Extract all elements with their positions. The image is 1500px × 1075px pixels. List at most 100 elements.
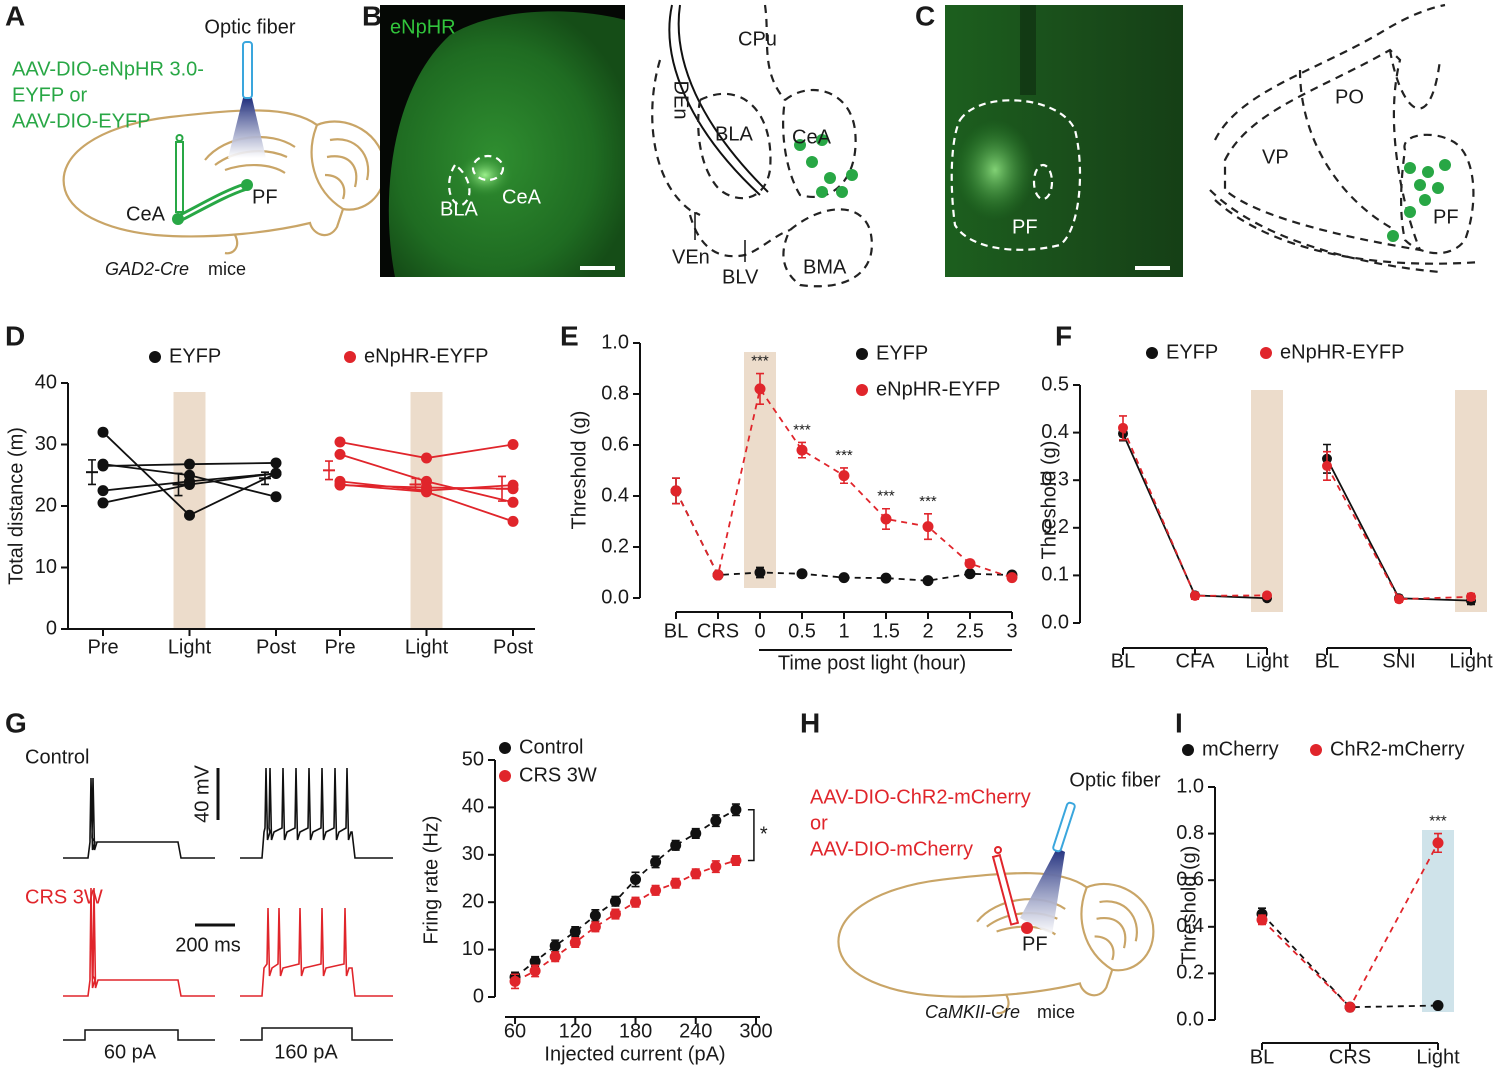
point: [589, 921, 601, 933]
brain-slice: [388, 11, 625, 277]
point: [922, 521, 934, 533]
series-line: [1261, 913, 1439, 1009]
x-tick-label: 0.5: [788, 620, 816, 642]
point: [529, 965, 541, 977]
x-tick-label: Pre: [87, 636, 118, 658]
legend-marker: [856, 348, 868, 360]
y-tick-label: 0.4: [601, 484, 629, 506]
point: [609, 895, 621, 907]
y-axis-label: Threshold (g): [1178, 846, 1200, 965]
y-tick-label: 10: [462, 938, 484, 960]
voltage-trace: [63, 777, 215, 859]
x-tick-label: BL: [1111, 650, 1135, 672]
point: [569, 936, 581, 948]
legend-marker: [499, 742, 511, 754]
y-tick-label: 0.4: [1176, 915, 1204, 937]
x-tick-label: Light: [1416, 1046, 1460, 1068]
y-tick-label: 0.0: [601, 586, 629, 608]
point: [1262, 590, 1272, 601]
point: [1118, 422, 1128, 433]
y-tick-label: 0: [473, 985, 484, 1007]
significance-bracket: [747, 809, 755, 862]
point: [549, 951, 561, 963]
y-tick-label: 0.1: [1041, 564, 1069, 586]
x-tick-label: CRS: [697, 620, 739, 642]
x-tick-label: 1: [838, 620, 849, 642]
pf-dot: [241, 179, 253, 191]
x-tick-label: 0: [754, 620, 765, 642]
region-label: PF: [1012, 216, 1038, 238]
ventricle: [1020, 5, 1036, 95]
y-tick-label: 0.4: [1041, 421, 1069, 443]
point: [1190, 590, 1200, 601]
x-tick-label: CRS: [1329, 1046, 1371, 1068]
x-tick-label: BL: [1315, 650, 1339, 672]
series-line: [514, 808, 737, 978]
voltage-trace: [63, 887, 215, 997]
point: [1322, 460, 1332, 471]
region-label: CeA: [502, 186, 542, 208]
significance: ***: [835, 447, 853, 464]
cell-dots: [1387, 159, 1451, 242]
series-line: [1122, 433, 1268, 600]
syringe: [175, 134, 184, 142]
point: [922, 575, 934, 587]
y-axis-label: Threshold (g): [568, 411, 590, 530]
x-tick-label: 2.5: [956, 620, 984, 642]
point: [880, 513, 892, 525]
virus-label: AAV-DIO-eNpHR 3.0-: [12, 58, 204, 80]
y-tick-label: 1.0: [1176, 775, 1204, 797]
point: [710, 861, 722, 873]
point: [97, 497, 109, 509]
x-tick-label: 2: [922, 620, 933, 642]
syringe: [175, 141, 184, 213]
point: [184, 509, 195, 521]
point: [796, 444, 808, 456]
point: [609, 908, 621, 920]
x-tick-label: BL: [1250, 1046, 1274, 1068]
significance: ***: [919, 493, 937, 510]
voltage-trace: [240, 907, 393, 997]
legend-marker: [1310, 744, 1322, 756]
x-tick-label: Light: [168, 636, 212, 658]
y-tick-label: 50: [462, 748, 484, 770]
fiber-label: Optic fiber: [204, 16, 295, 38]
strain-label: CaMKII-Cre: [925, 1002, 1020, 1022]
legend-marker: [499, 770, 511, 782]
point: [690, 827, 702, 839]
point: [97, 460, 109, 472]
region-outline: [448, 163, 471, 207]
atlas-label: PF: [1433, 206, 1459, 228]
panel-label: B: [362, 0, 382, 31]
point: [1432, 1000, 1444, 1012]
virus-label: AAV-DIO-ChR2-mCherry: [810, 786, 1031, 808]
panel-label: C: [915, 0, 935, 31]
atlas-outline: [1298, 49, 1442, 231]
atlas-outline: [1223, 48, 1422, 252]
y-tick-label: 30: [35, 433, 57, 455]
significance: ***: [793, 421, 811, 438]
point: [421, 482, 432, 494]
legend-label: mCherry: [1202, 738, 1279, 760]
point: [712, 569, 724, 581]
point: [730, 804, 742, 816]
x-tick-label: SNI: [1382, 650, 1415, 672]
point: [507, 496, 519, 508]
point: [630, 873, 642, 885]
highlight: [1422, 830, 1454, 1012]
highlight: [410, 392, 443, 629]
virus-label: AAV-DIO-mCherry: [810, 838, 973, 860]
ceA-dot: [172, 213, 184, 225]
point: [630, 896, 642, 908]
series-line: [1122, 427, 1268, 597]
point: [754, 567, 766, 578]
point: [964, 568, 976, 580]
x-tick-label: Light: [1449, 650, 1493, 672]
light-cone: [1020, 848, 1065, 935]
expression: [955, 120, 1035, 220]
point: [1344, 1001, 1356, 1013]
region-label: BLA: [440, 198, 478, 220]
y-tick-label: 10: [35, 556, 57, 578]
point: [1006, 572, 1018, 584]
y-tick-label: 0.2: [1041, 516, 1069, 538]
